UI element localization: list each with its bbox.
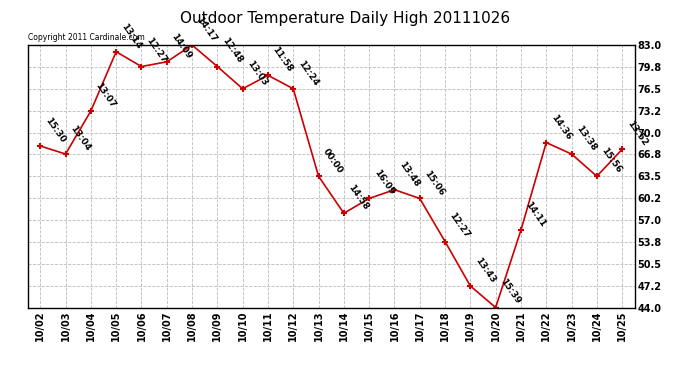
Text: 12:48: 12:48 [220, 36, 244, 65]
Text: 12:27: 12:27 [144, 36, 168, 65]
Text: 16:09: 16:09 [372, 168, 396, 197]
Text: 13:03: 13:03 [246, 59, 269, 87]
Text: 13:52: 13:52 [625, 119, 649, 148]
Text: 14:36: 14:36 [549, 112, 573, 141]
Text: 14:58: 14:58 [346, 183, 371, 212]
Text: 14:09: 14:09 [170, 32, 193, 60]
Text: 12:27: 12:27 [448, 211, 472, 240]
Text: 13:07: 13:07 [94, 81, 117, 110]
Text: 12:24: 12:24 [296, 58, 320, 87]
Text: 13:04: 13:04 [68, 124, 92, 153]
Text: 00:00: 00:00 [322, 147, 345, 175]
Text: 15:56: 15:56 [600, 146, 624, 175]
Text: 13:48: 13:48 [397, 160, 421, 188]
Text: 15:39: 15:39 [498, 278, 522, 306]
Text: Outdoor Temperature Daily High 20111026: Outdoor Temperature Daily High 20111026 [180, 11, 510, 26]
Text: 13:38: 13:38 [574, 124, 598, 153]
Text: 11:58: 11:58 [270, 45, 295, 74]
Text: 14:17: 14:17 [195, 15, 219, 44]
Text: 14:11: 14:11 [524, 200, 548, 229]
Text: 13:43: 13:43 [473, 256, 497, 285]
Text: 13:14: 13:14 [119, 22, 143, 50]
Text: 15:30: 15:30 [43, 116, 67, 145]
Text: 15:06: 15:06 [422, 169, 446, 197]
Text: Copyright 2011 Cardinale.com: Copyright 2011 Cardinale.com [28, 33, 144, 42]
